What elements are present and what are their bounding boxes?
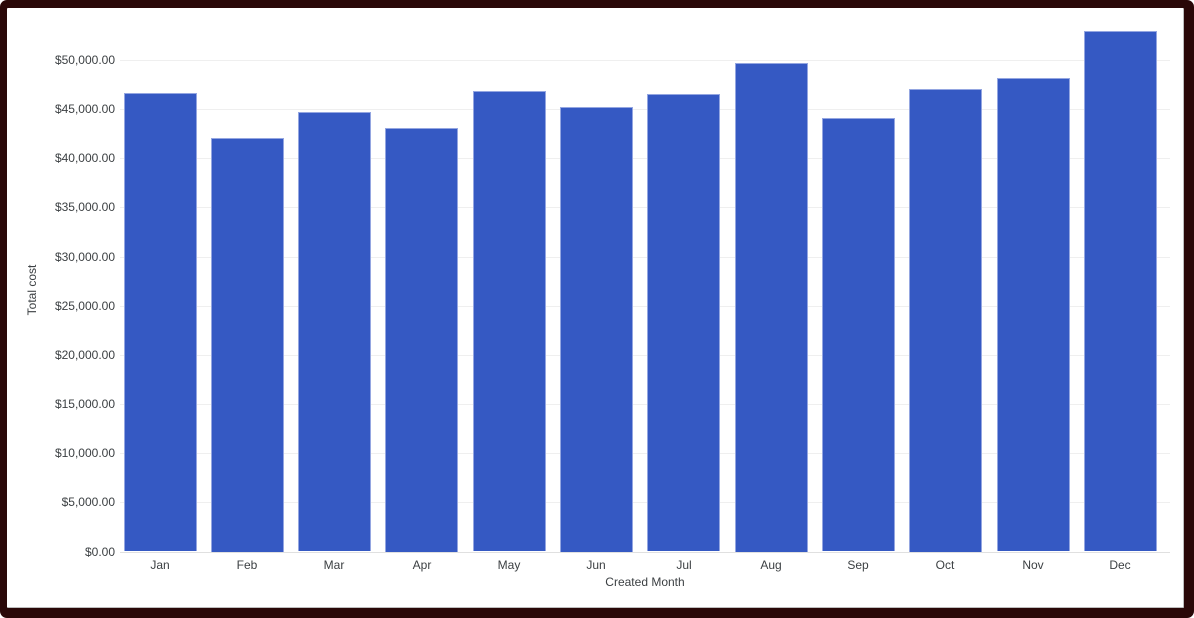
- y-tick-label: $15,000.00: [54, 397, 115, 411]
- gridline: [120, 158, 1170, 159]
- bar-dec[interactable]: [1084, 31, 1157, 551]
- gridline: [120, 453, 1170, 454]
- gridline: [120, 109, 1170, 110]
- y-tick-label: $10,000.00: [54, 446, 115, 460]
- x-tick-label: Mar: [323, 558, 345, 572]
- x-tick-label: Jul: [676, 558, 692, 572]
- bar-apr[interactable]: [385, 128, 458, 552]
- x-tick-label: Jun: [586, 558, 606, 572]
- x-tick-label: Sep: [847, 558, 869, 572]
- x-tick-label: Aug: [760, 558, 782, 572]
- y-tick-label: $20,000.00: [54, 348, 115, 362]
- bar-oct[interactable]: [909, 89, 982, 552]
- bar-sep[interactable]: [822, 118, 895, 551]
- gridline: [120, 306, 1170, 307]
- x-axis-baseline: [120, 552, 1170, 553]
- x-tick-label: Nov: [1022, 558, 1044, 572]
- x-axis-title: Created Month: [605, 575, 685, 589]
- gridline: [120, 207, 1170, 208]
- x-tick-label: Oct: [935, 558, 955, 572]
- y-tick-label: $0.00: [84, 545, 115, 559]
- gridline: [120, 502, 1170, 503]
- y-axis-title: Total cost: [25, 264, 39, 316]
- x-tick-label: Jan: [150, 558, 170, 572]
- bar-nov[interactable]: [997, 78, 1070, 551]
- y-tick-label: $40,000.00: [54, 151, 115, 165]
- y-tick-label: $45,000.00: [54, 102, 115, 116]
- y-tick-label: $50,000.00: [54, 53, 115, 67]
- y-tick-label: $5,000.00: [61, 495, 115, 509]
- gridline: [120, 355, 1170, 356]
- bar-feb[interactable]: [211, 138, 284, 552]
- x-tick-label: Apr: [412, 558, 432, 572]
- bar-mar[interactable]: [298, 112, 371, 551]
- bar-jun[interactable]: [560, 107, 633, 552]
- x-tick-label: Dec: [1109, 558, 1131, 572]
- bar-jan[interactable]: [124, 93, 197, 551]
- gridline: [120, 404, 1170, 405]
- gridline: [120, 257, 1170, 258]
- bar-aug[interactable]: [735, 63, 808, 552]
- bar-jul[interactable]: [647, 94, 720, 551]
- y-tick-label: $30,000.00: [54, 250, 115, 264]
- y-tick-label: $35,000.00: [54, 200, 115, 214]
- y-tick-label: $25,000.00: [54, 299, 115, 313]
- gridline: [120, 60, 1170, 61]
- bar-may[interactable]: [473, 91, 546, 551]
- x-tick-label: May: [497, 558, 521, 572]
- x-tick-label: Feb: [236, 558, 258, 572]
